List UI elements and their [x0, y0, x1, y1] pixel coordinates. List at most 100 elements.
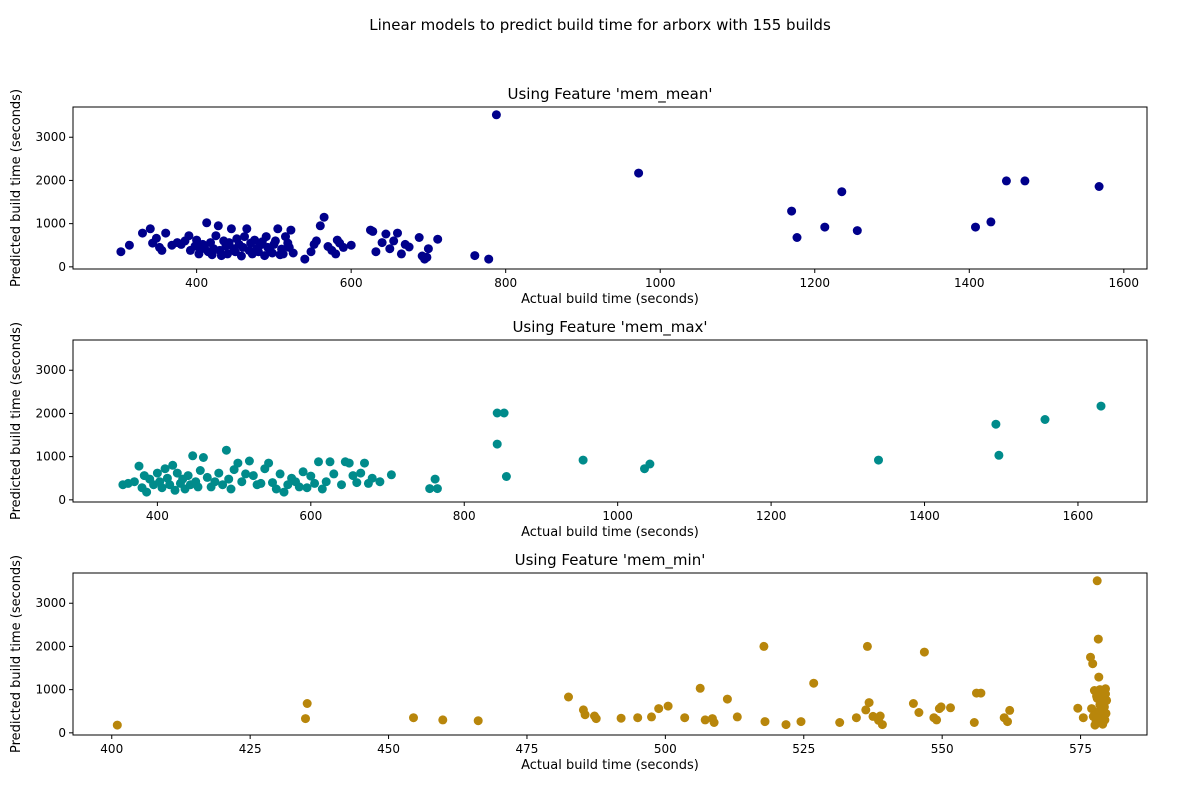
subplot-title: Using Feature 'mem_min' — [515, 551, 706, 570]
scatter-point — [908, 699, 918, 708]
scatter-point — [145, 224, 155, 234]
scatter-point — [306, 247, 316, 257]
scatter-point — [422, 252, 432, 262]
scatter-point — [919, 647, 929, 657]
scatter-point — [233, 458, 243, 468]
scatter-point — [986, 217, 996, 227]
scatter-point — [298, 467, 308, 477]
scatter-point — [302, 699, 312, 708]
scatter-point — [1078, 713, 1088, 723]
scatter-point — [168, 460, 178, 470]
scatter-point — [315, 221, 325, 231]
scatter-point — [337, 480, 346, 490]
scatter-point — [971, 222, 980, 232]
scatter-point — [389, 236, 399, 246]
scatter-points — [118, 401, 1106, 497]
scatter-point — [213, 221, 223, 231]
x-axis-label: Actual build time (seconds) — [521, 292, 699, 307]
scatter-point — [470, 251, 480, 261]
scatter-point — [820, 222, 830, 232]
scatter-point — [311, 236, 321, 246]
scatter-point — [273, 224, 283, 234]
scatter-points — [112, 576, 1112, 730]
scatter-point — [499, 408, 509, 418]
scatter-point — [700, 715, 710, 725]
scatter-point — [210, 477, 220, 487]
x-tick-label: 800 — [453, 509, 476, 523]
x-tick-label: 1200 — [756, 509, 787, 523]
scatter-point — [310, 478, 320, 488]
scatter-point — [112, 720, 122, 730]
scatter-point — [796, 717, 806, 727]
scatter-point — [211, 231, 221, 241]
scatter-point — [319, 212, 329, 222]
scatter-point — [991, 419, 1001, 429]
y-tick-label: 0 — [58, 726, 66, 740]
subplot-2: 400 600 800 1000 1200 1400 1600 0 1000 2000 3000 Us… — [9, 318, 1148, 540]
subplot-1: 400 600 800 1000 1200 1400 1600 0 1000 2000 3000 Us… — [9, 85, 1148, 307]
scatter-point — [695, 683, 705, 693]
scatter-point — [633, 713, 643, 723]
scatter-point — [438, 715, 448, 725]
scatter-point — [432, 484, 442, 494]
scatter-point — [864, 698, 874, 708]
scatter-point — [202, 472, 212, 482]
figure-suptitle: Linear models to predict build time for … — [369, 16, 831, 34]
x-tick-label: 600 — [299, 509, 322, 523]
scatter-point — [616, 713, 626, 723]
scatter-point — [423, 244, 433, 254]
scatter-point — [492, 439, 502, 449]
y-tick-label: 0 — [58, 493, 66, 507]
scatter-point — [317, 484, 327, 494]
scatter-point — [809, 678, 819, 688]
y-tick-label: 1000 — [35, 217, 66, 231]
scatter-point — [237, 477, 247, 487]
scatter-point — [184, 231, 194, 241]
scatter-point — [654, 704, 664, 714]
y-tick-label: 1000 — [35, 450, 66, 464]
scatter-point — [1073, 703, 1083, 713]
scatter-point — [647, 712, 656, 722]
scatter-point — [360, 458, 369, 468]
y-axis-label: Predicted build time (seconds) — [9, 322, 24, 520]
y-tick-label: 1000 — [35, 683, 66, 697]
scatter-point — [138, 228, 147, 238]
subplot-3: 400 425 450 475 500 525 550 575 0 1000 2000 3000 Usi… — [9, 551, 1148, 773]
scatter-point — [852, 226, 862, 236]
scatter-point — [242, 224, 252, 234]
scatter-point — [414, 233, 424, 242]
subplot-title: Using Feature 'mem_max' — [512, 318, 707, 337]
scatter-point — [709, 718, 719, 727]
scatter-point — [218, 480, 228, 490]
scatter-point — [1040, 415, 1050, 424]
y-tick-label: 3000 — [35, 130, 66, 144]
scatter-point — [375, 477, 385, 487]
scatter-point — [279, 487, 289, 497]
x-tick-label: 425 — [239, 742, 262, 756]
y-axis-label: Predicted build time (seconds) — [9, 89, 24, 287]
scatter-point — [591, 714, 601, 724]
scatter-point — [1092, 576, 1102, 586]
scatter-point — [278, 249, 288, 259]
scatter-point — [331, 249, 341, 259]
x-tick-label: 475 — [516, 742, 539, 756]
scatter-point — [236, 251, 246, 261]
scatter-point — [198, 453, 208, 462]
scatter-point — [787, 206, 797, 216]
x-tick-label: 550 — [931, 742, 954, 756]
y-tick-label: 2000 — [35, 639, 66, 653]
scatter-point — [861, 705, 871, 715]
x-tick-label: 1600 — [1109, 276, 1140, 290]
scatter-point — [300, 254, 310, 264]
scatter-point — [314, 457, 323, 467]
scatter-point — [221, 445, 231, 455]
scatter-point — [352, 478, 362, 488]
scatter-point — [346, 240, 356, 250]
scatter-point — [188, 451, 198, 461]
scatter-point — [492, 408, 502, 418]
scatter-point — [1088, 659, 1098, 669]
x-tick-label: 400 — [185, 276, 208, 290]
axes-frame — [72, 106, 1148, 270]
scatter-point — [1101, 684, 1110, 694]
